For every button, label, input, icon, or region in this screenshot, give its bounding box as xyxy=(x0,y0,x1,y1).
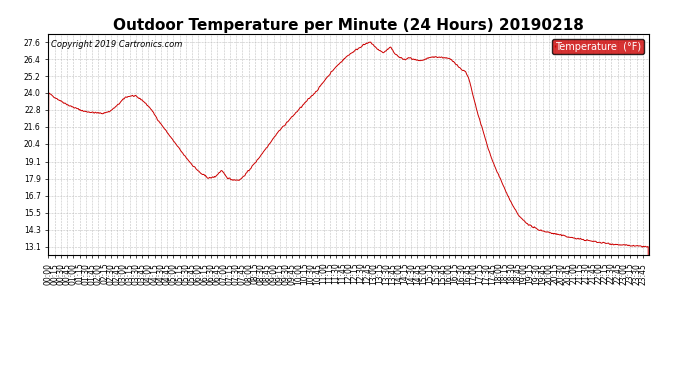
Text: Copyright 2019 Cartronics.com: Copyright 2019 Cartronics.com xyxy=(51,40,183,50)
Title: Outdoor Temperature per Minute (24 Hours) 20190218: Outdoor Temperature per Minute (24 Hours… xyxy=(113,18,584,33)
Legend: Temperature  (°F): Temperature (°F) xyxy=(552,39,644,54)
